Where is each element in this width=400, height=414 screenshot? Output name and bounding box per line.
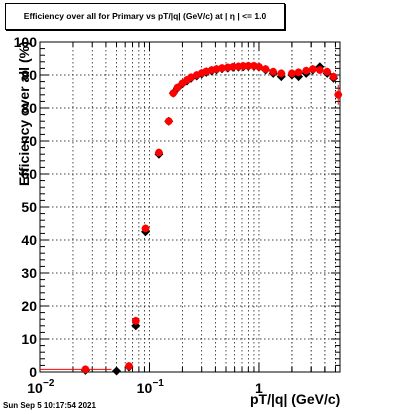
data-point-red [323,67,331,76]
data-point-red [277,69,286,78]
x-tick-label: 10 [137,380,153,396]
data-point-red [329,72,338,81]
data-point-red [316,66,324,74]
x-axis-label: pT/|q| (GeV/c) [250,391,341,407]
y-tick-label: 20 [21,298,37,314]
data-point-red [288,69,296,78]
data-point-red [169,89,178,97]
y-tick-label: 10 [21,331,37,347]
x-tick-exponent: −1 [152,378,164,389]
y-tick-label: 40 [21,232,37,248]
data-point-red [141,224,150,233]
y-tick-label: 30 [21,265,37,281]
data-point-red [302,66,310,75]
x-tick-label: 1 [255,380,263,396]
y-tick-label: 90 [21,67,37,83]
data-point-red [244,61,253,70]
x-tick-exponent: −2 [43,378,55,389]
data-point-red [261,65,270,73]
data-point-black [112,366,122,376]
data-point-red [131,317,140,325]
data-point-red [125,362,133,370]
y-tick-label: 80 [21,100,37,116]
data-point-red [294,68,303,77]
chart-title: Efficiency over all for Primary vs pT/|q… [23,11,267,21]
chart-title-box: Efficiency over all for Primary vs pT/|q… [5,3,285,30]
x-tick-label: 10 [27,380,43,396]
datestamp: Sun Sep 5 10:17:54 2021 [3,401,96,410]
y-axis-label: Efficiency over all (%) [16,41,32,186]
y-tick-label: 60 [21,166,37,182]
data-point-red [218,64,226,72]
data-point-red [164,117,173,125]
y-tick-label: 0 [29,364,37,380]
y-tick-label: 70 [21,133,37,149]
y-tick-label: 100 [14,34,38,50]
grid-lines [40,42,340,372]
data-point-red [173,83,182,92]
data-point-red [229,62,237,71]
y-tick-label: 50 [21,199,37,215]
data-point-red [308,65,317,73]
data-point-red [155,148,163,157]
data-series [40,61,343,376]
data-point-red [255,62,263,71]
data-point-red [269,67,278,76]
data-point-red [81,365,90,374]
